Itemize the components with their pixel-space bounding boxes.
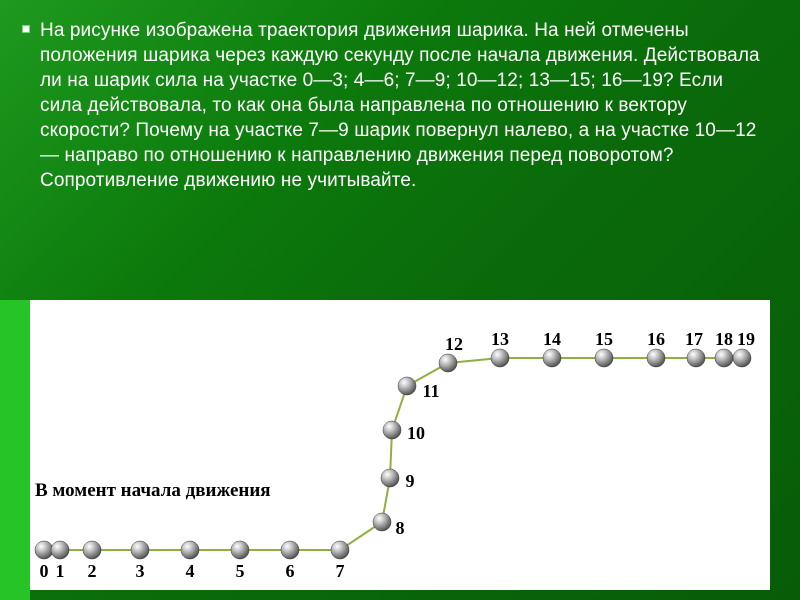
point-label-5: 5 xyxy=(236,561,245,582)
point-label-9: 9 xyxy=(406,471,415,492)
point-label-12: 12 xyxy=(445,334,463,355)
ball-point-18 xyxy=(715,349,733,367)
ball-point-4 xyxy=(181,541,199,559)
ball-point-13 xyxy=(491,349,509,367)
point-label-13: 13 xyxy=(491,329,509,350)
ball-point-12 xyxy=(439,354,457,372)
point-label-6: 6 xyxy=(286,561,295,582)
point-label-18: 18 xyxy=(715,329,733,350)
ball-point-14 xyxy=(543,349,561,367)
problem-text: На рисунке изображена траектория движени… xyxy=(40,20,760,191)
point-label-11: 11 xyxy=(422,381,439,402)
ball-point-5 xyxy=(231,541,249,559)
ball-point-10 xyxy=(383,421,401,439)
ball-point-3 xyxy=(131,541,149,559)
point-label-17: 17 xyxy=(685,329,703,350)
ball-point-6 xyxy=(281,541,299,559)
ball-point-7 xyxy=(331,541,349,559)
problem-paragraph: На рисунке изображена траектория движени… xyxy=(40,18,760,194)
ball-point-17 xyxy=(687,349,705,367)
figure-caption: В момент начала движения xyxy=(35,480,271,502)
point-label-10: 10 xyxy=(407,423,425,444)
accent-strip xyxy=(0,300,30,600)
point-label-16: 16 xyxy=(647,329,665,350)
point-label-8: 8 xyxy=(396,518,405,539)
ball-point-2 xyxy=(83,541,101,559)
point-label-2: 2 xyxy=(88,561,97,582)
point-label-19: 19 xyxy=(737,329,755,350)
ball-point-16 xyxy=(647,349,665,367)
ball-point-0 xyxy=(35,541,53,559)
slide: На рисунке изображена траектория движени… xyxy=(0,0,800,600)
problem-text-block: На рисунке изображена траектория движени… xyxy=(40,18,760,194)
point-label-0: 0 xyxy=(40,561,49,582)
point-label-15: 15 xyxy=(595,329,613,350)
point-label-1: 1 xyxy=(56,561,65,582)
ball-point-8 xyxy=(373,513,391,531)
ball-point-19 xyxy=(733,349,751,367)
point-label-3: 3 xyxy=(136,561,145,582)
ball-point-11 xyxy=(398,377,416,395)
bullet-icon xyxy=(22,25,30,33)
point-label-14: 14 xyxy=(543,329,561,350)
point-label-7: 7 xyxy=(336,561,345,582)
ball-point-15 xyxy=(595,349,613,367)
trajectory-figure: В момент начала движения 012345678910111… xyxy=(30,300,770,590)
point-label-4: 4 xyxy=(186,561,195,582)
ball-point-9 xyxy=(381,469,399,487)
ball-point-1 xyxy=(51,541,69,559)
trajectory-path xyxy=(44,358,742,550)
